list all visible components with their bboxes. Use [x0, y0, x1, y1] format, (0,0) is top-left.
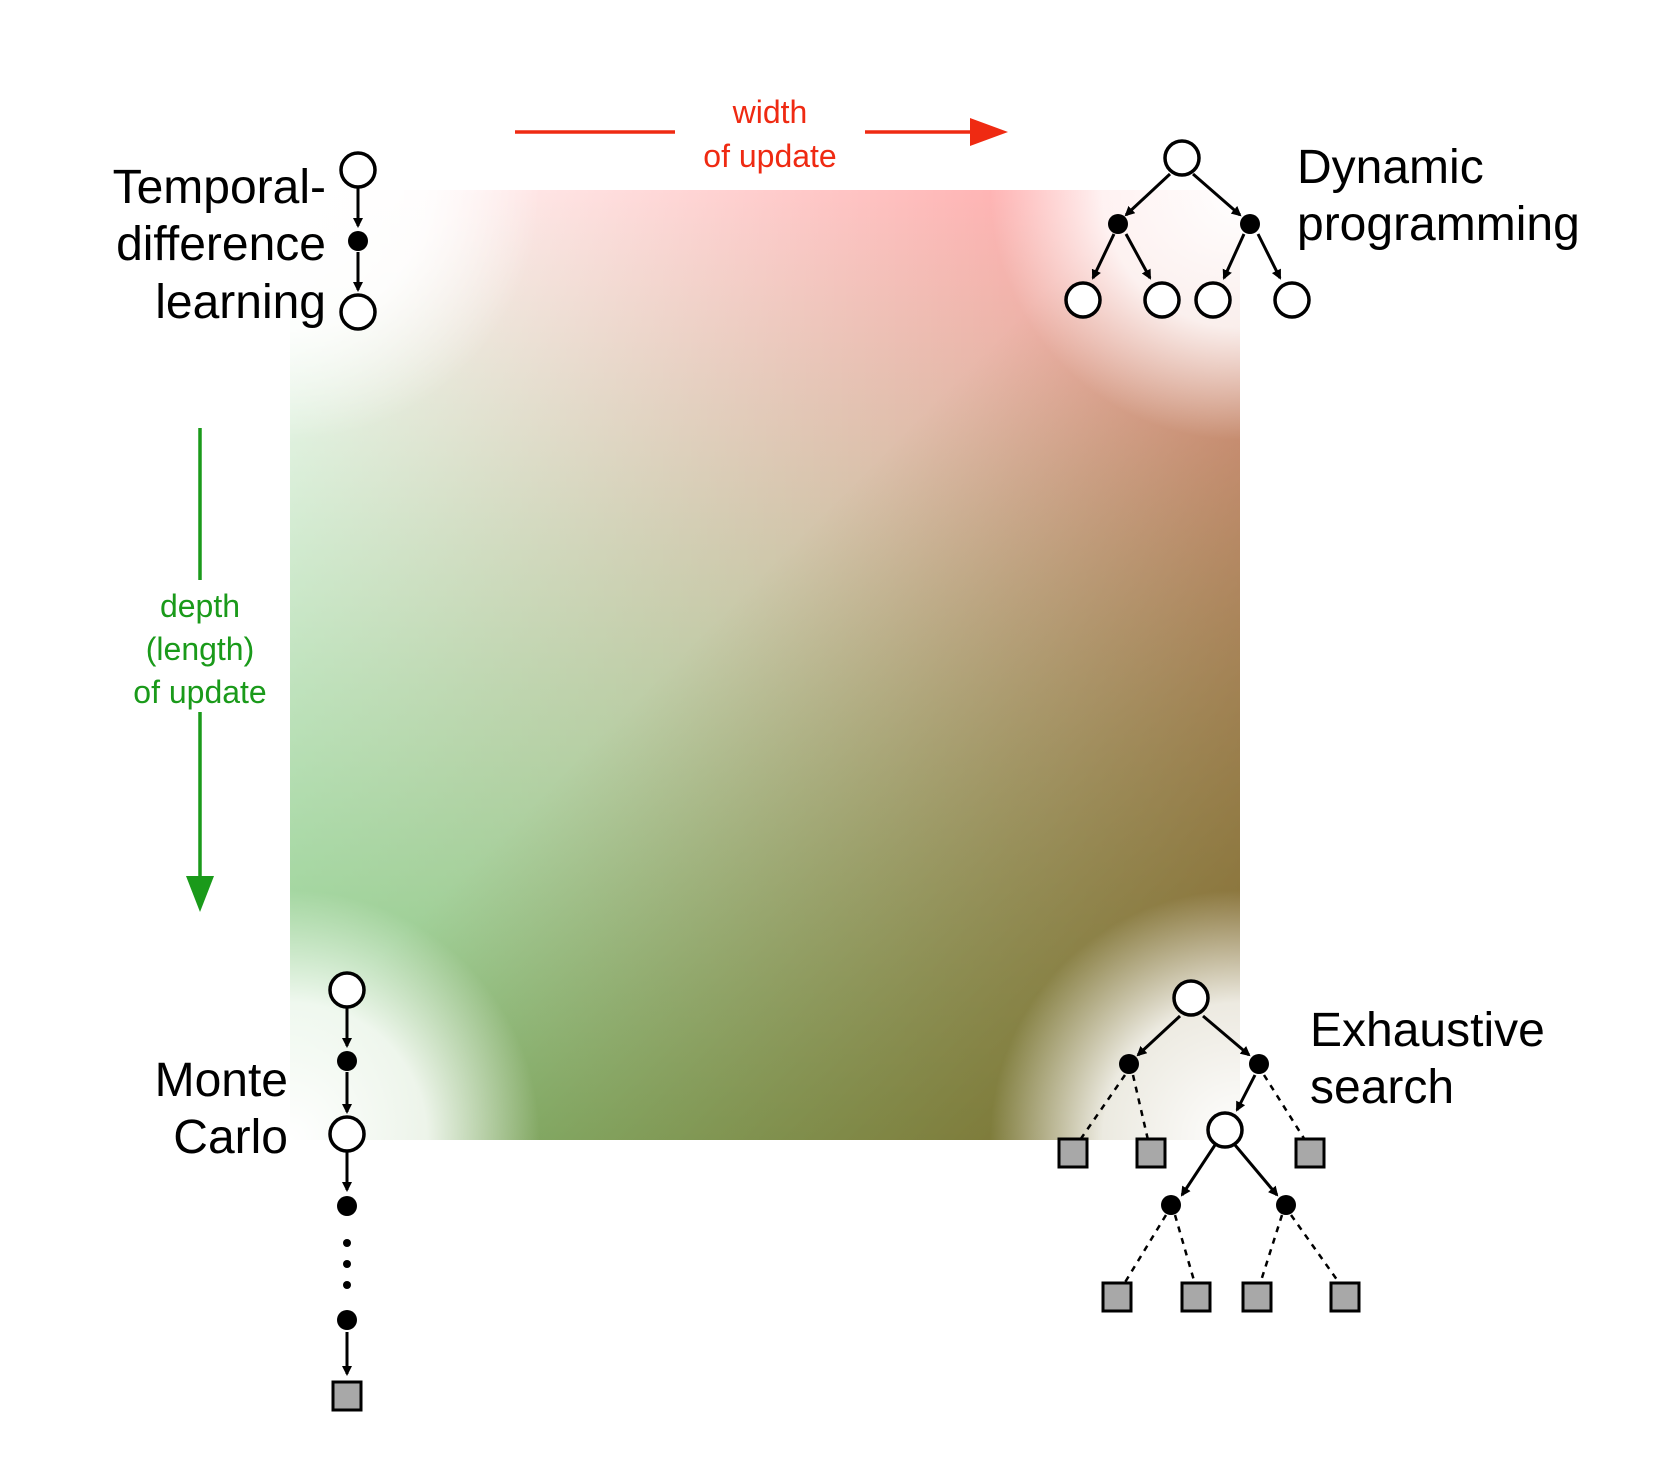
action-node: [348, 231, 368, 251]
es-label-line2: search: [1310, 1061, 1454, 1114]
terminal-node: [1329, 1281, 1361, 1313]
action-node: [337, 1310, 357, 1330]
action-node: [1276, 1195, 1296, 1215]
td-label-line3: learning: [155, 276, 326, 329]
action-node: [1249, 1054, 1269, 1074]
terminal-node: [1101, 1281, 1133, 1313]
mc-backup-diagram: [328, 971, 366, 1412]
action-node: [1240, 214, 1260, 234]
depth-axis-arrow: depth (length) of update: [133, 428, 267, 912]
td-label-line1: Temporal-: [113, 161, 326, 214]
action-node: [337, 1196, 357, 1216]
action-node: [1119, 1054, 1139, 1074]
state-node: [1143, 281, 1181, 319]
td-learning-label: Temporal- difference learning: [113, 161, 326, 329]
width-axis-arrow: width of update: [515, 94, 1008, 174]
action-node: [1161, 1195, 1181, 1215]
es-backup-diagram: [1057, 979, 1361, 1313]
terminal-node: [1180, 1281, 1212, 1313]
width-axis-label-line2: of update: [703, 138, 836, 174]
terminal-node: [1057, 1137, 1089, 1169]
state-node: [1194, 281, 1232, 319]
terminal-node: [331, 1380, 363, 1412]
dp-label-line1: Dynamic: [1297, 141, 1484, 194]
ellipsis-dot: [343, 1281, 351, 1289]
depth-axis-label-line3: of update: [133, 674, 266, 710]
dp-label: Dynamic programming: [1297, 141, 1580, 251]
state-node: [1273, 281, 1311, 319]
width-axis-label-line1: width: [732, 94, 808, 130]
action-node: [1108, 214, 1128, 234]
ellipsis-dot: [343, 1260, 351, 1268]
td-backup-diagram: [339, 151, 377, 331]
state-node: [1064, 281, 1102, 319]
corner-fade-top-left: [290, 190, 540, 440]
es-label: Exhaustive search: [1310, 1004, 1545, 1114]
state-node: [1163, 139, 1201, 177]
state-node: [1206, 1111, 1244, 1149]
state-node: [328, 971, 366, 1009]
state-node: [339, 151, 377, 189]
depth-axis-label-line1: depth: [160, 588, 240, 624]
action-node: [337, 1051, 357, 1071]
gradient-square: [290, 190, 1240, 1140]
corner-fade-bottom-right: [990, 890, 1240, 1140]
mc-label-line1: Monte: [155, 1054, 288, 1107]
state-node: [1172, 979, 1210, 1017]
mc-label: Monte Carlo: [155, 1054, 288, 1164]
state-node: [339, 293, 377, 331]
td-label-line2: difference: [116, 218, 326, 271]
corner-fade-bottom-left: [290, 890, 540, 1140]
terminal-node: [1294, 1137, 1326, 1169]
terminal-node: [1135, 1137, 1167, 1169]
mc-label-line2: Carlo: [173, 1111, 288, 1164]
dp-backup-diagram: [1064, 139, 1311, 319]
terminal-node: [1241, 1281, 1273, 1313]
ellipsis-dot: [343, 1239, 351, 1247]
state-node: [328, 1115, 366, 1153]
es-label-line1: Exhaustive: [1310, 1004, 1545, 1057]
dp-label-line2: programming: [1297, 198, 1580, 251]
depth-axis-label-line2: (length): [146, 631, 255, 667]
corner-fade-top-right: [990, 190, 1240, 440]
